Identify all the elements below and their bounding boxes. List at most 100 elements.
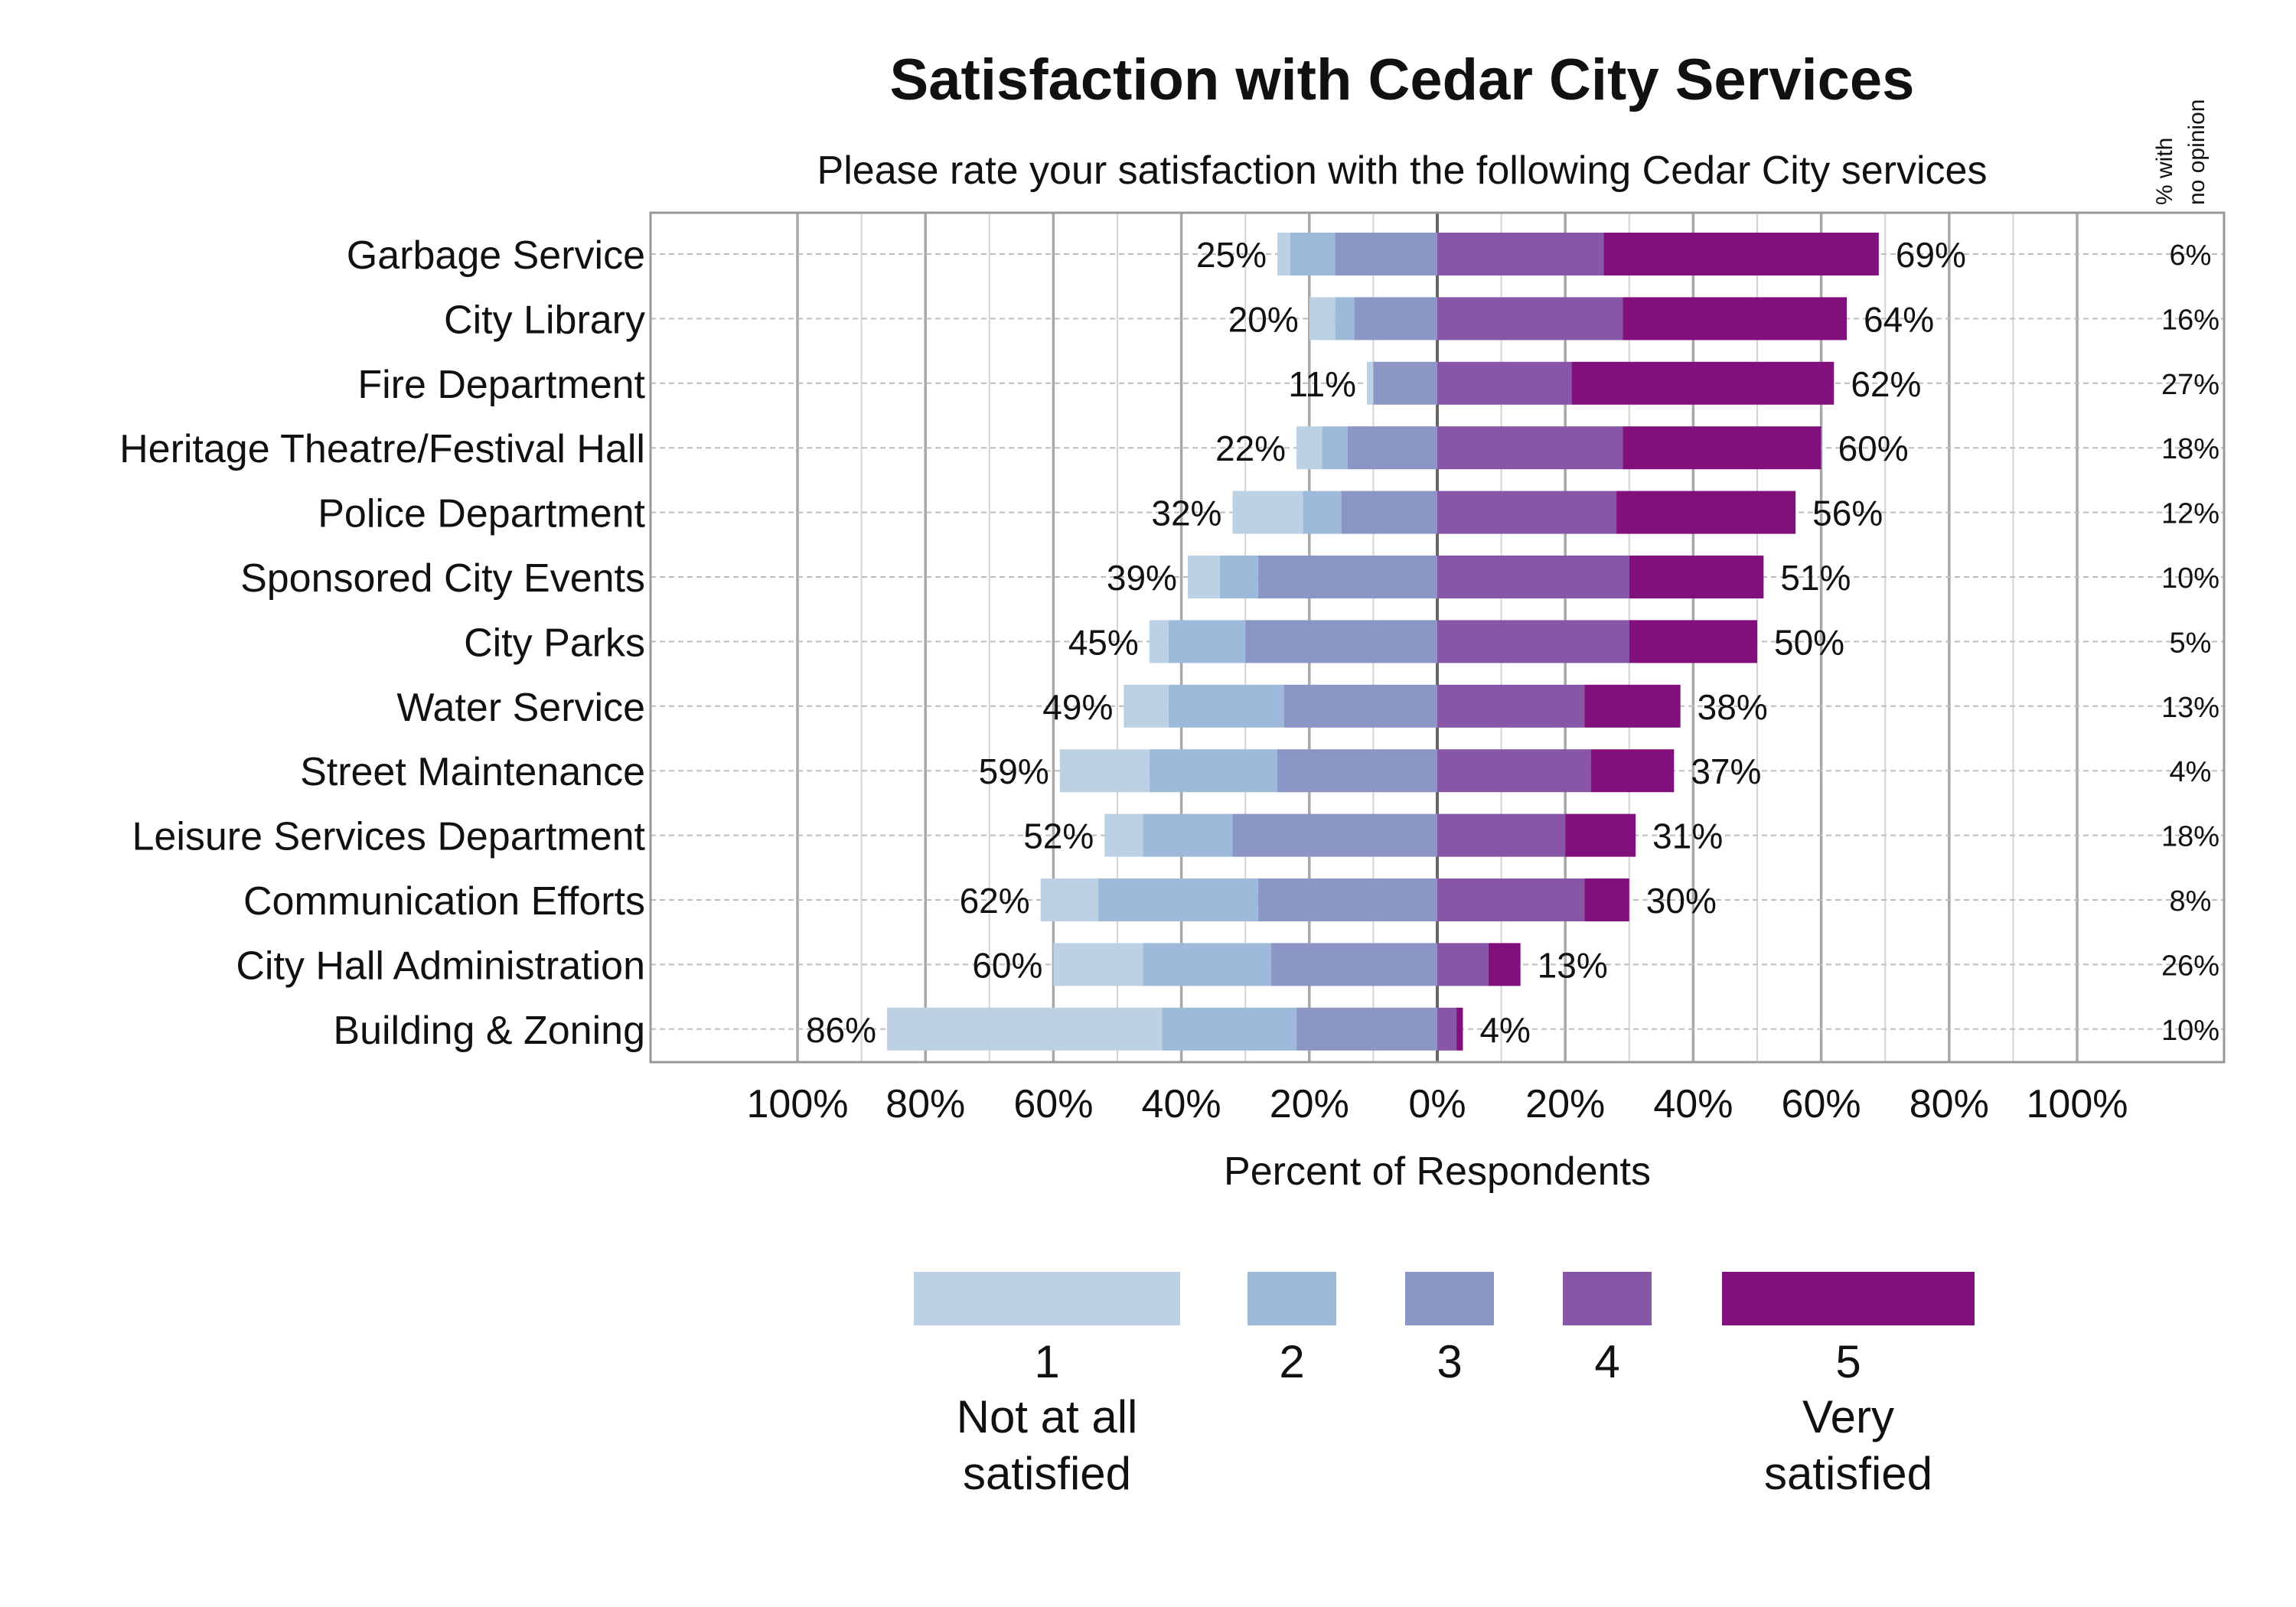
- bar-segment: [1629, 556, 1764, 598]
- right-total-label: 50%: [1774, 622, 1844, 662]
- no-opinion-value: 4%: [2170, 756, 2212, 788]
- bar-segment: [1124, 684, 1169, 728]
- bar-segment: [1162, 1007, 1297, 1051]
- bar-segment: [1354, 297, 1437, 341]
- no-opinion-value: 18%: [2161, 433, 2219, 465]
- bar-segment: [1603, 233, 1879, 275]
- bar-segment: [1040, 878, 1098, 921]
- category-label: Communication Efforts: [243, 879, 645, 924]
- bar-segment: [1437, 233, 1604, 275]
- bar-segment: [1437, 426, 1623, 470]
- bar-segment: [1219, 556, 1258, 598]
- no-opinion-value: 10%: [2161, 562, 2219, 595]
- bar-segment: [1232, 491, 1303, 534]
- no-opinion-value: 26%: [2161, 950, 2219, 982]
- category-label: Police Department: [318, 492, 645, 536]
- left-total-label: 52%: [1023, 817, 1094, 856]
- bar-segment: [1488, 943, 1521, 986]
- bar-segment: [1584, 684, 1681, 728]
- bar-segment: [1232, 813, 1437, 857]
- category-label: Fire Department: [357, 363, 645, 407]
- bar-segment: [1616, 491, 1796, 534]
- bar-segment: [1437, 491, 1617, 534]
- right-total-label: 30%: [1646, 881, 1717, 921]
- bar-segment: [1168, 684, 1284, 728]
- bar-segment: [1257, 878, 1437, 921]
- bar-segment: [1437, 684, 1585, 728]
- no-opinion-value: 27%: [2161, 369, 2219, 401]
- legend-label: satisfied: [1764, 1448, 1932, 1499]
- bar-segment: [1303, 491, 1342, 534]
- bar-segment: [1322, 426, 1348, 470]
- legend-label: satisfied: [963, 1448, 1131, 1499]
- legend-key: 4: [1594, 1336, 1619, 1387]
- left-total-label: 49%: [1042, 687, 1113, 727]
- bar-segment: [1059, 749, 1150, 793]
- bar-segment: [1277, 233, 1290, 275]
- bar-segment: [1296, 1007, 1437, 1051]
- left-total-label: 60%: [972, 945, 1042, 985]
- x-axis-label: Percent of Respondents: [1224, 1149, 1651, 1194]
- bar-segment: [1565, 813, 1636, 857]
- bar-segment: [1290, 233, 1336, 275]
- x-tick-label: 40%: [1142, 1082, 1221, 1126]
- bar-segment: [1270, 943, 1437, 986]
- bar-segment: [1437, 556, 1629, 598]
- bar-segment: [1437, 749, 1591, 793]
- bar-segment: [1437, 361, 1572, 405]
- no-opinion-header: % with no opinion: [2152, 99, 2210, 205]
- bar-segment: [1187, 556, 1220, 598]
- right-total-label: 51%: [1780, 558, 1851, 598]
- right-total-label: 60%: [1838, 429, 1909, 468]
- legend-label: Very: [1802, 1391, 1894, 1442]
- bar-segment: [1437, 620, 1629, 663]
- right-total-label: 13%: [1538, 945, 1608, 985]
- bar-segment: [1309, 297, 1336, 341]
- category-label: Garbage Service: [347, 233, 645, 278]
- x-tick-label: 60%: [1782, 1082, 1861, 1126]
- no-opinion-value: 6%: [2170, 240, 2212, 272]
- labels-layer: Garbage Service 25% 69% 6% City Library 20% 64…: [119, 233, 2219, 1053]
- legend-swatch: [914, 1272, 1180, 1325]
- right-total-label: 56%: [1812, 494, 1883, 533]
- x-tick-label: 60%: [1013, 1082, 1093, 1126]
- legend-swatch: [1563, 1272, 1652, 1325]
- left-total-label: 25%: [1196, 235, 1267, 275]
- no-opinion-header-line2: no opinion: [2184, 99, 2210, 205]
- right-total-label: 38%: [1698, 687, 1768, 727]
- right-total-label: 69%: [1896, 235, 1966, 275]
- category-label: City Library: [444, 298, 645, 342]
- category-label: Water Service: [396, 686, 645, 730]
- left-total-label: 32%: [1151, 494, 1221, 533]
- no-opinion-value: 8%: [2170, 885, 2212, 918]
- no-opinion-header-line1: % with: [2152, 138, 2177, 205]
- x-tick-label: 20%: [1525, 1082, 1605, 1126]
- no-opinion-value: 12%: [2161, 498, 2219, 530]
- right-total-label: 64%: [1864, 299, 1934, 339]
- bar-segment: [1097, 878, 1258, 921]
- legend-swatch: [1247, 1272, 1336, 1325]
- bar-segment: [1257, 556, 1437, 598]
- legend-swatch: [1405, 1272, 1494, 1325]
- left-total-label: 11%: [1288, 364, 1356, 404]
- category-label: Building & Zoning: [333, 1009, 645, 1053]
- bar-segment: [1437, 1007, 1457, 1051]
- bar-segment: [1168, 620, 1246, 663]
- category-label: Leisure Services Department: [132, 815, 645, 859]
- x-tick-label: 80%: [885, 1082, 965, 1126]
- bar-segment: [1437, 878, 1585, 921]
- x-tick-label: 100%: [747, 1082, 849, 1126]
- plot-frame: [649, 211, 2226, 1064]
- category-label: Heritage Theatre/Festival Hall: [119, 427, 645, 471]
- bar-segment: [1373, 361, 1437, 405]
- bar-segment: [1456, 1007, 1463, 1051]
- bar-segment: [1104, 813, 1143, 857]
- x-tick-label: 20%: [1270, 1082, 1349, 1126]
- bar-segment: [1296, 426, 1322, 470]
- bar-segment: [1590, 749, 1675, 793]
- x-axis-ticks: 100% 80% 60% 40% 20% 0% 20% 40% 60% 80% 100%: [747, 1082, 2128, 1126]
- category-label: Street Maintenance: [300, 750, 645, 794]
